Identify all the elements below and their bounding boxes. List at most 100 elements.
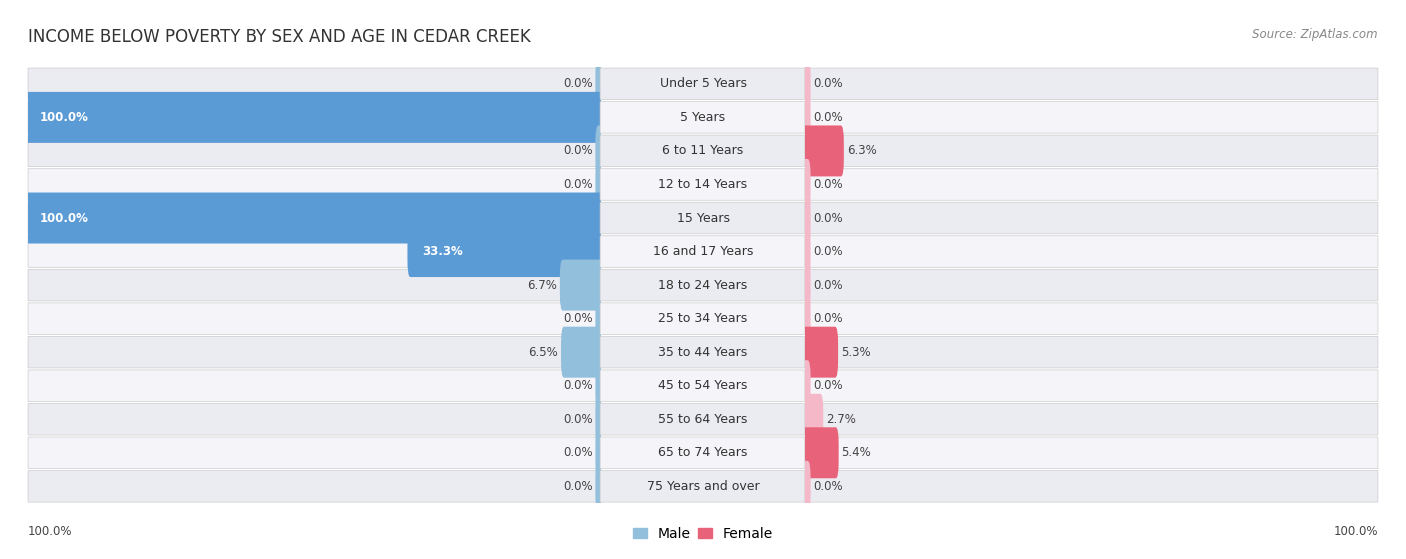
FancyBboxPatch shape [600, 202, 806, 234]
Text: 5.4%: 5.4% [842, 446, 872, 459]
FancyBboxPatch shape [801, 427, 838, 479]
FancyBboxPatch shape [600, 337, 806, 368]
Text: 2.7%: 2.7% [827, 413, 856, 426]
FancyBboxPatch shape [801, 360, 811, 411]
FancyBboxPatch shape [595, 159, 605, 210]
FancyBboxPatch shape [561, 326, 605, 378]
FancyBboxPatch shape [595, 427, 605, 479]
Text: 100.0%: 100.0% [39, 111, 89, 124]
FancyBboxPatch shape [600, 135, 806, 167]
Text: 6.5%: 6.5% [529, 345, 558, 359]
Text: 12 to 14 Years: 12 to 14 Years [658, 178, 748, 191]
FancyBboxPatch shape [408, 226, 605, 277]
Text: 0.0%: 0.0% [562, 480, 592, 493]
FancyBboxPatch shape [801, 226, 811, 277]
FancyBboxPatch shape [28, 269, 602, 301]
Text: 55 to 64 Years: 55 to 64 Years [658, 413, 748, 426]
FancyBboxPatch shape [801, 192, 811, 244]
Text: 33.3%: 33.3% [422, 245, 463, 258]
FancyBboxPatch shape [600, 236, 806, 267]
Text: 45 to 54 Years: 45 to 54 Years [658, 379, 748, 392]
Text: 5.3%: 5.3% [841, 345, 870, 359]
FancyBboxPatch shape [804, 236, 1378, 267]
FancyBboxPatch shape [804, 269, 1378, 301]
FancyBboxPatch shape [25, 92, 605, 143]
Text: 65 to 74 Years: 65 to 74 Years [658, 446, 748, 459]
FancyBboxPatch shape [595, 293, 605, 344]
Text: 75 Years and over: 75 Years and over [647, 480, 759, 493]
FancyBboxPatch shape [804, 102, 1378, 133]
FancyBboxPatch shape [600, 102, 806, 133]
FancyBboxPatch shape [600, 370, 806, 401]
Text: Under 5 Years: Under 5 Years [659, 77, 747, 91]
FancyBboxPatch shape [28, 471, 602, 502]
Text: 0.0%: 0.0% [562, 178, 592, 191]
Legend: Male, Female: Male, Female [627, 522, 779, 547]
Text: 35 to 44 Years: 35 to 44 Years [658, 345, 748, 359]
FancyBboxPatch shape [804, 404, 1378, 435]
Text: 15 Years: 15 Years [676, 211, 730, 225]
Text: 16 and 17 Years: 16 and 17 Years [652, 245, 754, 258]
FancyBboxPatch shape [804, 202, 1378, 234]
FancyBboxPatch shape [595, 461, 605, 512]
Text: 100.0%: 100.0% [1333, 525, 1378, 538]
FancyBboxPatch shape [804, 370, 1378, 401]
FancyBboxPatch shape [28, 135, 602, 167]
Text: 0.0%: 0.0% [562, 413, 592, 426]
FancyBboxPatch shape [28, 303, 602, 334]
FancyBboxPatch shape [25, 192, 605, 244]
Text: 0.0%: 0.0% [562, 312, 592, 325]
FancyBboxPatch shape [804, 337, 1378, 368]
Text: 0.0%: 0.0% [562, 77, 592, 91]
FancyBboxPatch shape [804, 135, 1378, 167]
FancyBboxPatch shape [28, 404, 602, 435]
FancyBboxPatch shape [28, 337, 602, 368]
Text: INCOME BELOW POVERTY BY SEX AND AGE IN CEDAR CREEK: INCOME BELOW POVERTY BY SEX AND AGE IN C… [28, 28, 531, 46]
FancyBboxPatch shape [28, 169, 602, 200]
Text: 6 to 11 Years: 6 to 11 Years [662, 144, 744, 158]
FancyBboxPatch shape [801, 394, 823, 445]
Text: 100.0%: 100.0% [39, 211, 89, 225]
FancyBboxPatch shape [600, 68, 806, 100]
FancyBboxPatch shape [801, 58, 811, 110]
FancyBboxPatch shape [28, 68, 602, 100]
FancyBboxPatch shape [595, 360, 605, 411]
Text: 0.0%: 0.0% [814, 379, 844, 392]
Text: 0.0%: 0.0% [562, 379, 592, 392]
Text: 6.7%: 6.7% [527, 278, 557, 292]
Text: 0.0%: 0.0% [562, 446, 592, 459]
Text: 0.0%: 0.0% [562, 144, 592, 158]
Text: 100.0%: 100.0% [28, 525, 73, 538]
FancyBboxPatch shape [804, 169, 1378, 200]
FancyBboxPatch shape [801, 461, 811, 512]
FancyBboxPatch shape [801, 326, 838, 378]
FancyBboxPatch shape [801, 92, 811, 143]
Text: 0.0%: 0.0% [814, 211, 844, 225]
FancyBboxPatch shape [595, 125, 605, 177]
FancyBboxPatch shape [804, 471, 1378, 502]
Text: 6.3%: 6.3% [846, 144, 876, 158]
Text: 0.0%: 0.0% [814, 312, 844, 325]
Text: 0.0%: 0.0% [814, 111, 844, 124]
FancyBboxPatch shape [801, 293, 811, 344]
Text: 5 Years: 5 Years [681, 111, 725, 124]
Text: 0.0%: 0.0% [814, 77, 844, 91]
FancyBboxPatch shape [28, 236, 602, 267]
FancyBboxPatch shape [804, 303, 1378, 334]
FancyBboxPatch shape [600, 169, 806, 200]
FancyBboxPatch shape [600, 471, 806, 502]
FancyBboxPatch shape [804, 437, 1378, 468]
FancyBboxPatch shape [801, 125, 844, 177]
FancyBboxPatch shape [600, 269, 806, 301]
FancyBboxPatch shape [600, 437, 806, 468]
FancyBboxPatch shape [28, 102, 602, 133]
FancyBboxPatch shape [804, 68, 1378, 100]
Text: 0.0%: 0.0% [814, 278, 844, 292]
FancyBboxPatch shape [595, 394, 605, 445]
FancyBboxPatch shape [600, 404, 806, 435]
FancyBboxPatch shape [28, 437, 602, 468]
FancyBboxPatch shape [28, 370, 602, 401]
Text: 18 to 24 Years: 18 to 24 Years [658, 278, 748, 292]
Text: 0.0%: 0.0% [814, 178, 844, 191]
Text: 25 to 34 Years: 25 to 34 Years [658, 312, 748, 325]
